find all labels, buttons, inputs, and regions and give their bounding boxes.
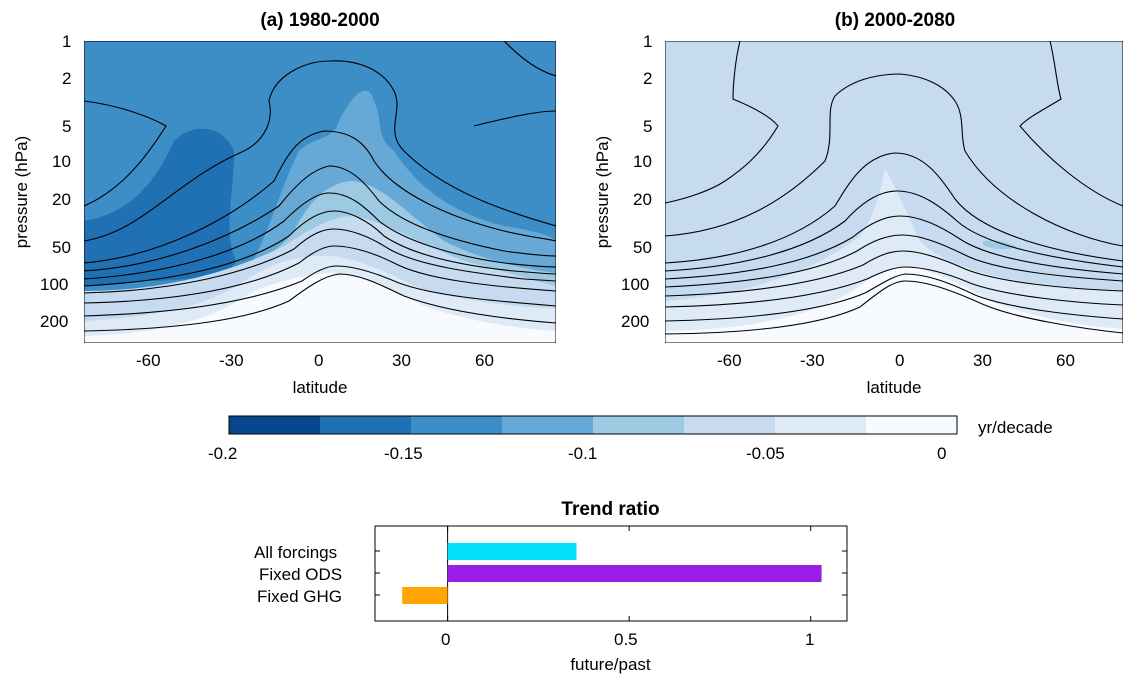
panel-b-ytick: 200 [621,312,650,331]
panel-a-xtick: 30 [392,351,411,370]
panel-b-ytick: 50 [633,238,652,257]
panel-b-xtick: 30 [973,351,992,370]
colorbar-tick: 0 [937,444,947,463]
panel-b-ytick: 10 [633,152,652,171]
panel-a-plot [84,41,556,343]
panel-a-ytick: 1 [62,32,72,51]
panel-a-ytick: 20 [52,190,71,209]
panel-b-ytick: 100 [621,275,650,294]
panel-a-xlabel: latitude [292,378,348,397]
panel-b-ytick: 2 [643,69,653,88]
panel-a-xtick: -30 [219,351,244,370]
colorbar-tick: -0.15 [384,444,423,463]
colorbar-swatch [775,416,867,434]
panel-a-xtick: -60 [136,351,161,370]
colorbar-unit: yr/decade [978,418,1053,437]
bar-category-label: Fixed ODS [259,565,343,584]
bar-category-label: Fixed GHG [257,587,343,606]
bar-xlabel: future/past [570,655,651,674]
bar-xtick: 1 [805,630,815,649]
panel-b-ytick: 1 [643,32,653,51]
panel-a-xtick: 0 [314,351,324,370]
panel-b-ylabel: pressure (hPa) [593,135,612,249]
colorbar [228,415,958,435]
panel-b-plot [665,41,1123,343]
panel-b-contours [665,41,1123,335]
colorbar-swatch [593,416,685,434]
bar-chart-title: Trend ratio [561,499,660,520]
panel-a-ytick: 10 [52,152,71,171]
bar-xtick: 0.5 [614,630,638,649]
bar-xtick: 0 [441,630,451,649]
panel-b-xtick: 0 [895,351,905,370]
bar [447,543,577,560]
panel-b-xtick: 60 [1056,351,1075,370]
colorbar-swatch [320,416,412,434]
panel-b-xlabel: latitude [866,378,922,397]
colorbar-swatch [502,416,594,434]
panel-a-ytick: 2 [62,69,72,88]
bar [447,565,822,582]
panel-a-ytick: 50 [52,238,71,257]
colorbar-frame [228,415,958,435]
panel-a-near-white-region [84,273,556,343]
colorbar-tick: -0.2 [208,444,238,463]
panel-a-contours [84,41,556,332]
panel-a-xtick: 60 [475,351,494,370]
panel-b-ytick: 20 [633,190,652,209]
panel-b-title: (b) 2000-2080 [834,10,956,31]
panel-b-small-patch [983,240,1017,250]
panel-b-xtick: -60 [717,351,742,370]
panel-b-white-region [665,266,1123,343]
colorbar-swatch [229,416,321,434]
colorbar-swatch [866,416,958,434]
colorbar-tick: -0.1 [568,444,598,463]
panel-a-ytick: 100 [40,275,69,294]
panel-a-ytick: 200 [40,312,69,331]
colorbar-tick: -0.05 [746,444,785,463]
colorbar-swatch [684,416,776,434]
panel-a-title: (a) 1980-2000 [260,10,380,31]
bar-chart [374,525,848,622]
bar-category-label: All forcings [254,543,338,562]
panel-a-ylabel: pressure (hPa) [12,135,31,249]
panel-b-ytick: 5 [643,117,653,136]
bar [402,587,448,604]
colorbar-swatch [411,416,503,434]
panel-b-xtick: -30 [800,351,825,370]
panel-a-ytick: 5 [62,117,72,136]
